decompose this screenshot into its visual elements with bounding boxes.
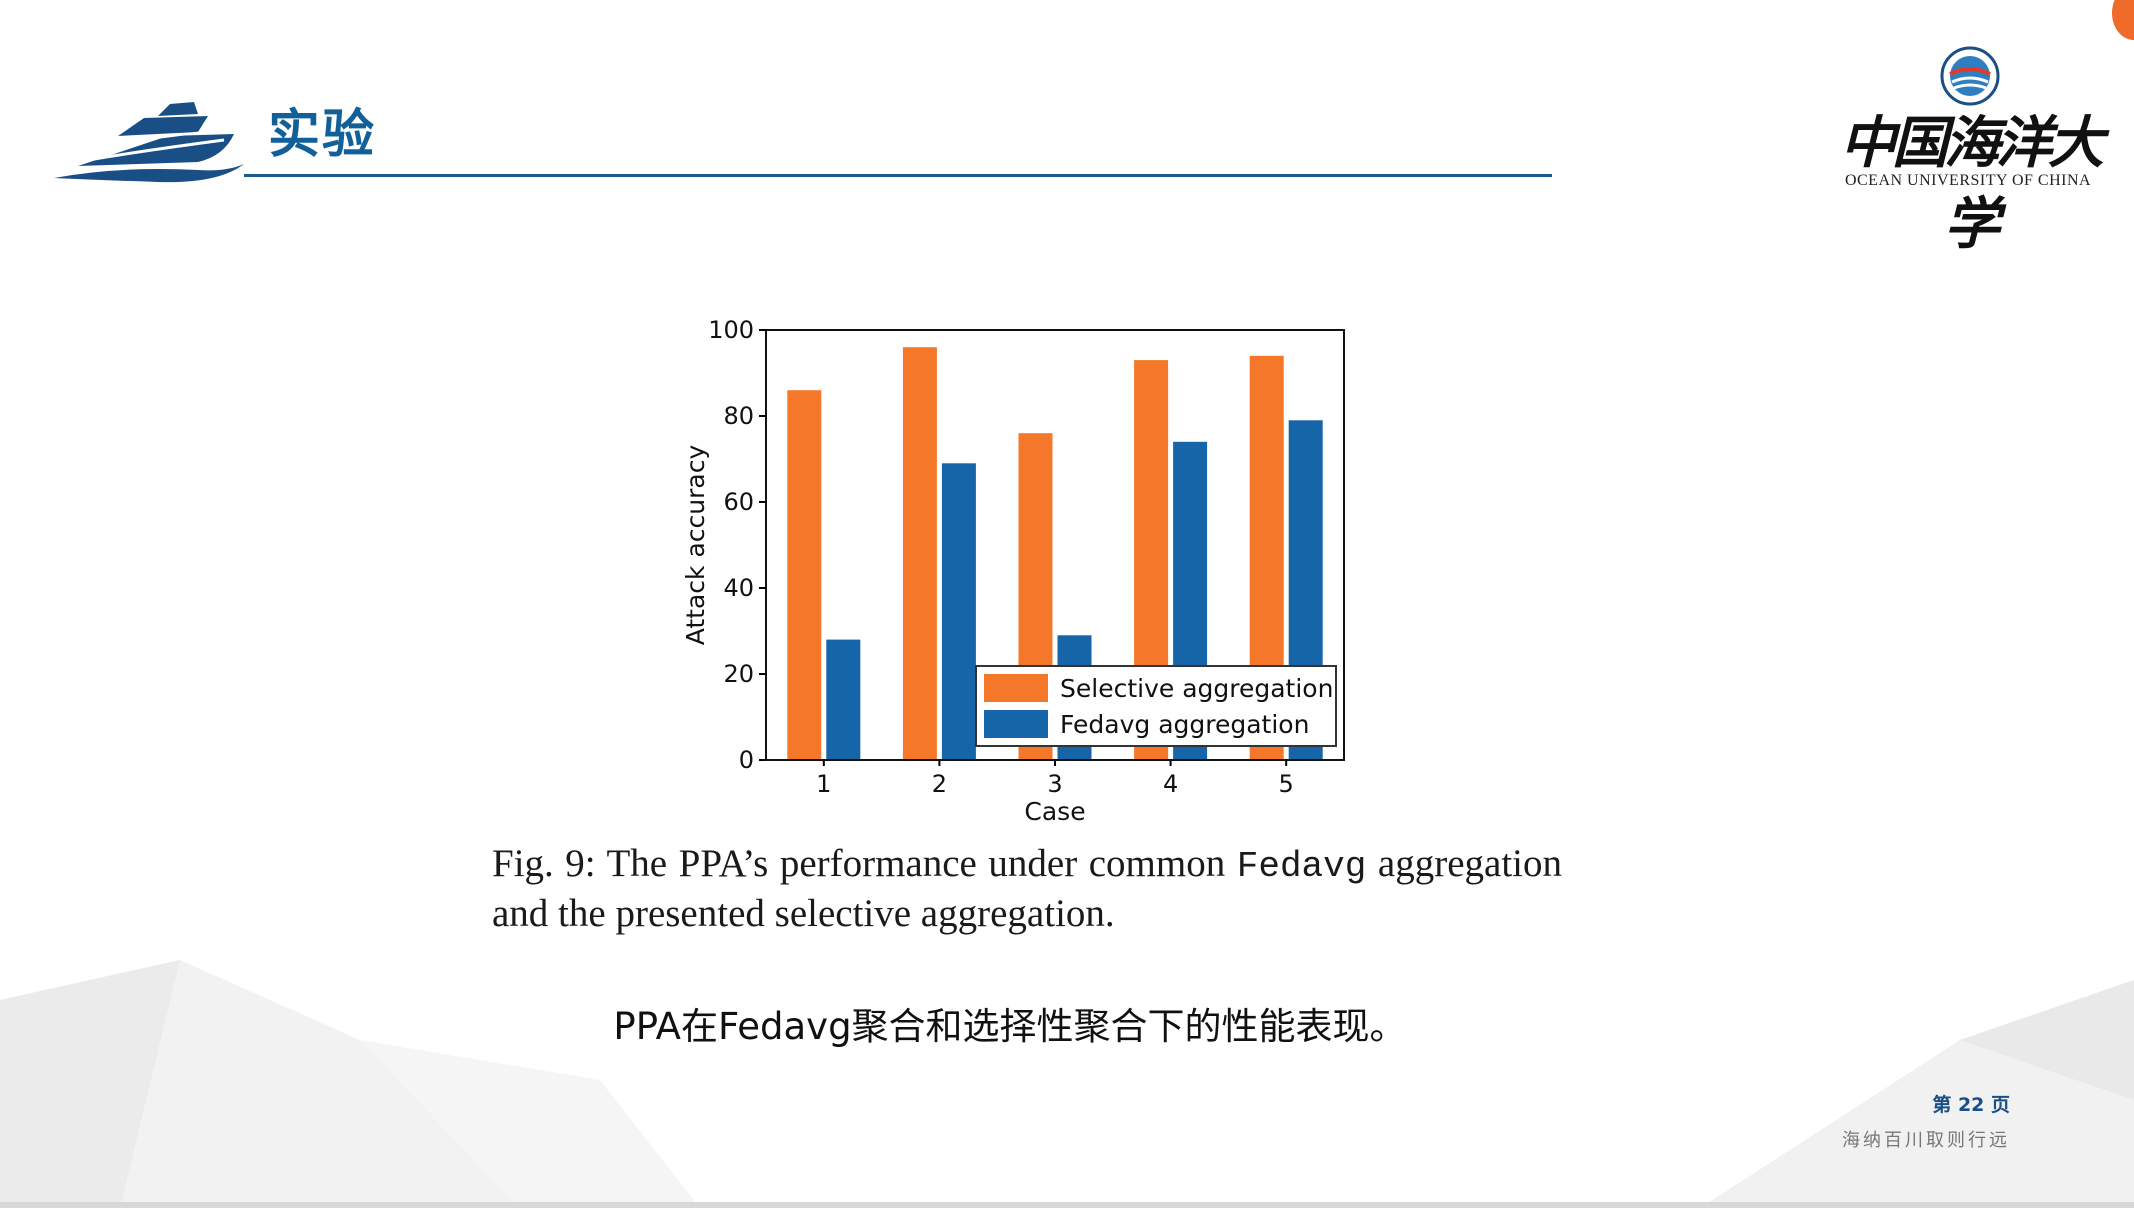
x-tick-label: 3 [1047, 770, 1062, 798]
x-tick-label: 5 [1279, 770, 1294, 798]
university-name-cn: 中国海洋大学 [1840, 110, 2104, 257]
figure-caption-prefix: Fig. 9: The PPA’s performance under comm… [492, 842, 1237, 885]
attack-accuracy-bar-chart: 1 2 3 4 5 0 20 40 60 80 100 Case Attack accuracy Sele… [681, 316, 1345, 826]
page-number: 第 22 页 [1932, 1094, 2010, 1116]
university-name-en: OCEAN UNIVERSITY OF CHINA [1844, 172, 2092, 189]
y-tick-label: 40 [723, 574, 754, 602]
plot-frame [765, 329, 1345, 761]
figure-caption-code: Fedavg [1236, 846, 1367, 887]
x-axis-label: Case [1024, 797, 1085, 826]
bottom-border [0, 1202, 2134, 1208]
legend-label-selective: Selective aggregation [1060, 674, 1333, 703]
legend-label-fedavg: Fedavg aggregation [1060, 710, 1309, 739]
corner-badge [2112, 0, 2134, 40]
bar-fedavg-case-2 [941, 463, 976, 760]
x-tick-label: 4 [1163, 770, 1178, 798]
chinese-caption: PPA在Fedavg聚合和选择性聚合下的性能表现。 [613, 1005, 1407, 1048]
legend-swatch-selective [984, 674, 1048, 702]
bar-selective-case-1 [787, 390, 822, 760]
university-motto: 海纳百川取则行远 [1842, 1130, 2010, 1151]
x-tick-label: 1 [816, 770, 831, 798]
x-tick-label: 2 [932, 770, 947, 798]
y-tick-label: 80 [723, 402, 754, 430]
y-tick-label: 100 [708, 316, 754, 344]
y-tick-label: 60 [723, 488, 754, 516]
y-tick-label: 20 [723, 660, 754, 688]
figure-caption-suffix: aggregation and the presented selective … [492, 842, 1562, 935]
y-tick-label: 0 [739, 746, 754, 774]
y-axis-label: Attack accuracy [681, 445, 710, 646]
figure-caption: Fig. 9: The PPA’s performance under comm… [492, 840, 1562, 937]
bar-selective-case-2 [902, 347, 937, 760]
title-divider [244, 174, 1552, 177]
slide-title: 实验 [268, 105, 377, 165]
ship-logo-icon [54, 102, 244, 183]
bar-fedavg-case-1 [826, 639, 861, 760]
university-emblem-icon [1940, 46, 2000, 106]
legend-swatch-fedavg [984, 710, 1048, 738]
